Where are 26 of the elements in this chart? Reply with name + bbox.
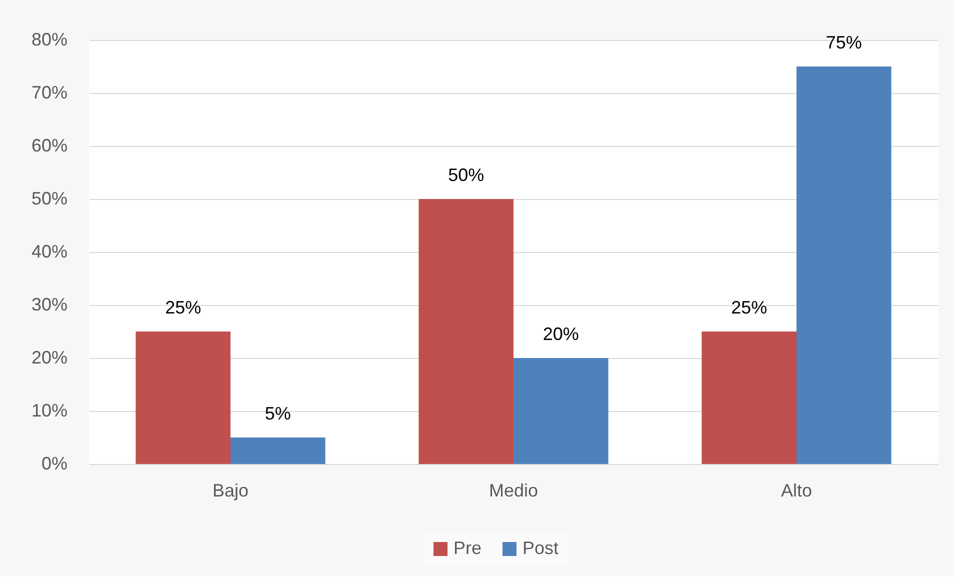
data-label: 5% (264, 404, 291, 424)
bar (230, 438, 326, 464)
bar (796, 66, 892, 464)
y-tick-label: 50% (31, 188, 68, 208)
data-label: 75% (826, 32, 862, 52)
y-tick-label: 70% (31, 82, 68, 102)
y-tick-label: 30% (31, 294, 68, 314)
data-label: 20% (542, 324, 579, 344)
legend-label: Pre (454, 538, 482, 558)
x-tick-label: Medio (488, 480, 538, 500)
bar (136, 332, 230, 464)
y-tick-label: 20% (31, 348, 68, 368)
bar (702, 332, 796, 464)
x-tick-label: Bajo (212, 480, 249, 500)
x-tick-label: Alto (780, 480, 812, 500)
data-label: 25% (731, 298, 768, 318)
bar (514, 358, 608, 464)
y-tick-label: 60% (31, 136, 68, 156)
data-label: 50% (448, 165, 484, 185)
legend-label: Post (522, 538, 559, 558)
y-tick-label: 80% (31, 30, 68, 50)
y-tick-label: 0% (41, 454, 68, 474)
bar (418, 199, 514, 464)
y-tick-label: 10% (31, 400, 68, 420)
data-label: 25% (165, 298, 202, 318)
y-tick-label: 40% (31, 242, 68, 262)
